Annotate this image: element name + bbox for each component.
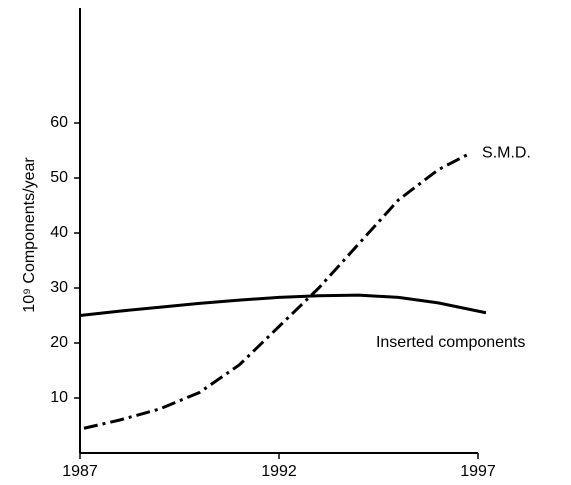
series-label: S.M.D.	[482, 144, 531, 161]
y-tick-label: 30	[50, 279, 68, 296]
y-tick-label: 60	[50, 114, 68, 131]
y-tick-label: 50	[50, 169, 68, 186]
line	[83, 151, 471, 430]
y-tick-label: 40	[50, 224, 68, 241]
y-tick-label: 20	[50, 334, 68, 351]
x-tick-label: 1987	[62, 463, 98, 480]
x-tick-label: 1997	[460, 463, 496, 480]
y-tick-label: 10	[50, 389, 68, 406]
line	[79, 293, 487, 317]
x-tick-label: 1992	[261, 463, 297, 480]
series-label: Inserted components	[376, 334, 525, 351]
y-axis-label: 10⁹ Components/year	[21, 157, 38, 313]
